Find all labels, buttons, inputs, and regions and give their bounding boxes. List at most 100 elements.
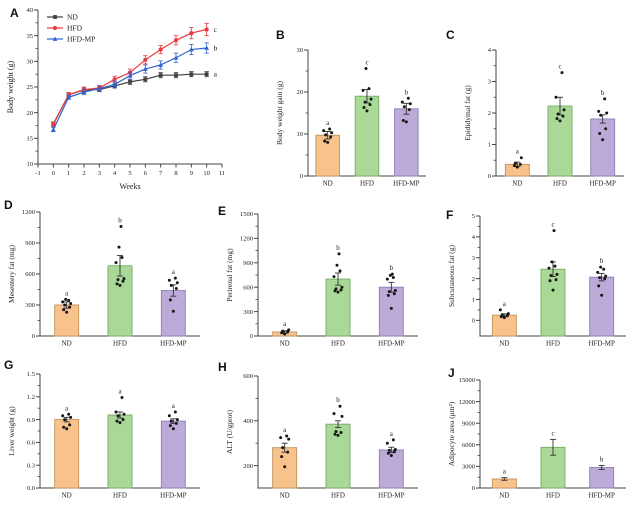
svg-text:30: 30 xyxy=(297,47,304,54)
svg-text:HFD: HFD xyxy=(113,492,127,500)
epididymal-fat-bar-chart: 0 1 2 3 4 Epididymal fat (g) a ND c HFD b HFD-MP xyxy=(462,36,634,192)
svg-text:6000: 6000 xyxy=(462,442,475,449)
svg-text:ND: ND xyxy=(67,13,78,22)
svg-text:2: 2 xyxy=(488,110,491,117)
panel-letter-c: C xyxy=(446,28,455,42)
svg-text:9000: 9000 xyxy=(462,420,475,427)
svg-text:600: 600 xyxy=(243,284,253,291)
panel-d-mesentery-fat: D 0 300 600 900 1200 Mesentery fat (mg) a ND b HF… xyxy=(2,196,214,354)
svg-text:20: 20 xyxy=(297,89,304,96)
svg-text:35: 35 xyxy=(27,33,34,40)
svg-text:900: 900 xyxy=(25,240,35,247)
svg-text:2: 2 xyxy=(472,276,475,283)
svg-text:Weeks: Weeks xyxy=(119,182,140,191)
panel-letter-e: E xyxy=(218,204,227,218)
svg-text:a: a xyxy=(503,300,507,308)
svg-text:25: 25 xyxy=(27,84,34,91)
svg-text:2: 2 xyxy=(82,170,85,177)
adipocyte-area-bar-chart: 0 3000 6000 9000 12000 15000 Adipocyte area (μ… xyxy=(446,366,636,504)
perirenal-fat-bar-chart: 0 300 600 900 1200 1500 Perirenal fat (mg) a ND b… xyxy=(224,200,428,352)
svg-text:HFD: HFD xyxy=(331,340,345,348)
svg-text:7: 7 xyxy=(159,170,163,177)
svg-text:1: 1 xyxy=(472,297,475,304)
svg-text:ND: ND xyxy=(512,180,522,188)
svg-text:Mesentery fat (mg): Mesentery fat (mg) xyxy=(7,245,16,303)
svg-text:c: c xyxy=(558,63,561,71)
svg-text:30: 30 xyxy=(27,59,34,66)
svg-text:12000: 12000 xyxy=(459,399,475,406)
svg-text:a: a xyxy=(214,70,218,79)
svg-text:c: c xyxy=(551,221,554,229)
svg-text:0: 0 xyxy=(32,333,35,340)
svg-text:a: a xyxy=(390,430,394,438)
svg-text:Body weight gain (g): Body weight gain (g) xyxy=(275,81,284,145)
svg-text:Perirenal fat (mg): Perirenal fat (mg) xyxy=(225,248,234,302)
panel-g-liver-weight: G 0.0 0.3 0.6 0.9 1.2 1.5 Liver weight (g) a ND a… xyxy=(2,358,214,506)
svg-text:0.0: 0.0 xyxy=(27,485,35,492)
svg-text:900: 900 xyxy=(243,260,253,267)
svg-text:a: a xyxy=(65,404,69,412)
svg-text:9: 9 xyxy=(190,170,193,177)
svg-text:b: b xyxy=(601,89,605,97)
svg-text:200: 200 xyxy=(243,463,253,470)
svg-text:HFD: HFD xyxy=(360,180,374,188)
svg-text:0: 0 xyxy=(472,485,475,492)
svg-text:4: 4 xyxy=(113,170,117,177)
svg-text:HFD-MP: HFD-MP xyxy=(160,340,187,348)
svg-text:1: 1 xyxy=(67,170,70,177)
svg-text:a: a xyxy=(503,468,507,476)
panel-letter-j: J xyxy=(448,366,455,380)
svg-text:b: b xyxy=(336,244,340,252)
svg-text:1200: 1200 xyxy=(240,236,253,243)
svg-text:HFD-MP: HFD-MP xyxy=(393,180,420,188)
svg-text:1.2: 1.2 xyxy=(27,394,35,401)
svg-text:HFD-MP: HFD-MP xyxy=(378,492,405,500)
panel-letter-g: G xyxy=(4,358,14,372)
svg-text:Adipocyte area (μm²): Adipocyte area (μm²) xyxy=(447,401,456,466)
panel-letter-a: A xyxy=(10,6,19,20)
svg-text:b: b xyxy=(118,216,122,224)
svg-text:b: b xyxy=(600,455,604,463)
svg-text:1200: 1200 xyxy=(22,209,35,216)
svg-text:HFD-MP: HFD-MP xyxy=(378,340,405,348)
svg-text:5: 5 xyxy=(472,213,475,220)
svg-text:1.5: 1.5 xyxy=(27,371,35,378)
svg-text:3000: 3000 xyxy=(462,464,475,471)
mesentery-fat-bar-chart: 0 300 600 900 1200 Mesentery fat (mg) a ND b HFD a… xyxy=(6,198,210,352)
liver-weight-bar-chart: 0.0 0.3 0.6 0.9 1.2 1.5 Liver weight (g) a ND a HF… xyxy=(6,360,210,504)
svg-text:HFD: HFD xyxy=(113,340,127,348)
svg-text:0: 0 xyxy=(472,318,475,325)
svg-text:0.3: 0.3 xyxy=(27,462,35,469)
svg-text:-1: -1 xyxy=(35,170,40,177)
svg-text:a: a xyxy=(283,426,287,434)
svg-text:0: 0 xyxy=(250,333,253,340)
svg-text:b: b xyxy=(405,88,409,96)
svg-text:3: 3 xyxy=(98,170,101,177)
svg-text:10: 10 xyxy=(297,131,304,138)
svg-text:4: 4 xyxy=(472,234,476,241)
svg-text:300: 300 xyxy=(243,309,253,316)
panel-c-epididymal-fat: C 0 1 2 3 4 Epididymal fat (g) a ND c HFD b HFD-MP xyxy=(438,2,638,194)
svg-text:1500: 1500 xyxy=(240,211,253,218)
svg-text:b: b xyxy=(600,257,604,265)
svg-text:a: a xyxy=(172,402,176,410)
svg-text:c: c xyxy=(365,58,368,66)
panel-letter-d: D xyxy=(4,198,13,212)
svg-text:HFD-MP: HFD-MP xyxy=(588,340,615,348)
svg-text:a: a xyxy=(283,320,287,328)
panel-j-adipocyte-area: J 0 3000 6000 9000 12000 15000 Adipocyte area … xyxy=(430,358,638,506)
panel-e-perirenal-fat: E 0 300 600 900 1200 1500 Perirenal fat (mg) a N… xyxy=(216,196,428,354)
svg-text:5: 5 xyxy=(128,170,131,177)
svg-text:40: 40 xyxy=(27,7,34,14)
body-weight-line-chart: -1 0 1 2 3 4 5 6 7 8 9 10 11 10 15 20 25 30 35 40 Weeks Body … xyxy=(4,2,242,192)
svg-text:Body weight (g): Body weight (g) xyxy=(6,60,15,113)
svg-text:10: 10 xyxy=(27,161,34,168)
body-weight-gain-bar-chart: 0 10 20 30 Body weight gain (g) a ND c HFD b HFD-M… xyxy=(274,36,436,192)
svg-text:b: b xyxy=(390,264,394,272)
panel-letter-f: F xyxy=(446,208,454,222)
svg-text:300: 300 xyxy=(25,302,35,309)
svg-text:ND: ND xyxy=(280,492,290,500)
svg-text:600: 600 xyxy=(25,271,35,278)
alt-bar-chart: 200 400 600 ALT (U/gprot) a ND b HFD a HFD-MP xyxy=(224,362,428,504)
svg-text:HFD: HFD xyxy=(546,340,560,348)
